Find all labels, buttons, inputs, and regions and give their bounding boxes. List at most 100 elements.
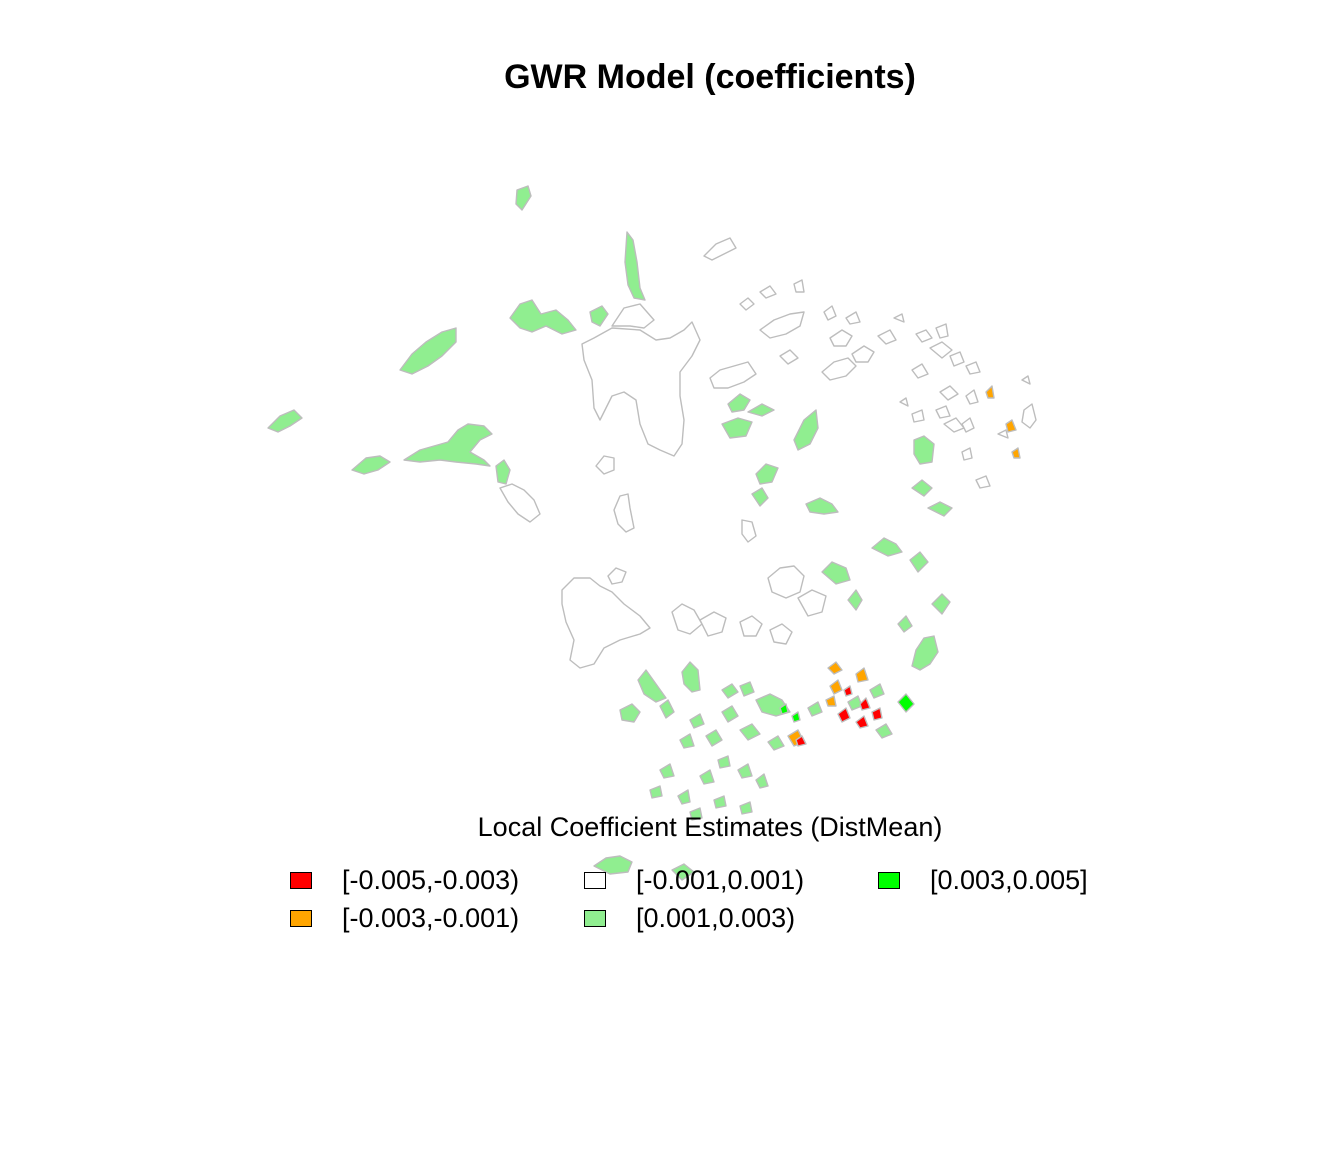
map-region[interactable] — [721, 417, 753, 439]
map-region[interactable] — [561, 577, 651, 669]
map-region[interactable] — [931, 593, 951, 615]
map-region[interactable] — [637, 669, 667, 703]
map-region[interactable] — [739, 801, 753, 815]
map-region[interactable] — [705, 729, 723, 747]
map-region[interactable] — [897, 693, 915, 713]
map-region[interactable] — [671, 603, 703, 635]
map-region[interactable] — [875, 723, 893, 739]
map-region[interactable] — [805, 497, 839, 515]
map-region[interactable] — [961, 447, 973, 461]
map-region[interactable] — [949, 351, 965, 367]
map-region[interactable] — [793, 409, 819, 451]
map-region[interactable] — [681, 661, 701, 693]
map-region[interactable] — [403, 423, 493, 467]
map-region[interactable] — [843, 685, 853, 697]
map-region[interactable] — [699, 769, 715, 785]
map-region[interactable] — [1005, 419, 1017, 433]
map-region[interactable] — [703, 237, 737, 261]
map-region[interactable] — [793, 279, 805, 293]
map-region[interactable] — [855, 667, 869, 683]
map-region[interactable] — [659, 763, 675, 779]
map-region[interactable] — [913, 435, 935, 465]
map-region[interactable] — [797, 589, 827, 617]
map-region[interactable] — [495, 459, 511, 485]
map-region[interactable] — [1021, 403, 1037, 429]
map-region[interactable] — [624, 231, 646, 301]
map-region[interactable] — [845, 311, 861, 325]
map-region[interactable] — [751, 487, 769, 507]
map-region[interactable] — [767, 735, 785, 751]
map-region[interactable] — [607, 567, 627, 585]
map-region[interactable] — [899, 397, 909, 407]
map-region[interactable] — [927, 501, 953, 517]
map-region[interactable] — [351, 455, 391, 475]
map-region[interactable] — [595, 455, 615, 475]
map-region[interactable] — [739, 297, 755, 311]
map-region[interactable] — [829, 679, 843, 695]
map-region[interactable] — [911, 635, 939, 671]
map-region[interactable] — [935, 323, 949, 339]
map-region[interactable] — [779, 703, 789, 715]
map-region[interactable] — [659, 699, 675, 719]
map-region[interactable] — [847, 589, 863, 611]
map-region[interactable] — [769, 623, 793, 645]
map-region[interactable] — [589, 305, 609, 327]
map-region[interactable] — [741, 519, 757, 543]
map-region[interactable] — [689, 807, 703, 821]
map-region[interactable] — [709, 361, 757, 389]
map-region[interactable] — [689, 713, 705, 729]
map-region[interactable] — [827, 661, 843, 675]
map-region[interactable] — [877, 329, 897, 345]
map-region[interactable] — [759, 311, 805, 339]
map-region[interactable] — [915, 329, 933, 343]
map-region[interactable] — [699, 611, 727, 637]
map-region[interactable] — [847, 695, 863, 711]
map-region[interactable] — [823, 305, 837, 321]
map-region[interactable] — [911, 479, 933, 497]
map-region[interactable] — [939, 385, 959, 401]
map-region[interactable] — [759, 285, 777, 299]
map-region[interactable] — [851, 345, 875, 363]
map-region[interactable] — [985, 385, 995, 399]
map-region[interactable] — [855, 715, 869, 729]
map-region[interactable] — [911, 363, 929, 379]
map-region[interactable] — [965, 389, 979, 405]
map-region[interactable] — [515, 185, 532, 211]
map-region[interactable] — [677, 789, 691, 805]
map-region[interactable] — [267, 409, 303, 433]
map-region[interactable] — [509, 299, 577, 335]
map-region[interactable] — [911, 409, 925, 423]
map-region[interactable] — [737, 763, 753, 779]
map-region[interactable] — [821, 561, 851, 585]
map-region[interactable] — [779, 349, 799, 365]
map-region[interactable] — [727, 393, 751, 413]
map-region[interactable] — [961, 417, 975, 433]
map-region[interactable] — [829, 329, 853, 347]
map-region[interactable] — [929, 341, 953, 359]
map-region[interactable] — [821, 357, 857, 381]
map-region[interactable] — [739, 681, 755, 697]
map-region[interactable] — [649, 785, 663, 799]
map-region[interactable] — [399, 327, 457, 375]
map-region[interactable] — [747, 403, 775, 417]
map-region[interactable] — [619, 703, 641, 723]
map-region[interactable] — [807, 701, 823, 717]
map-region[interactable] — [679, 733, 695, 749]
map-region[interactable] — [499, 483, 541, 523]
map-region[interactable] — [611, 303, 655, 329]
map-region[interactable] — [739, 723, 761, 741]
map-region[interactable] — [767, 565, 805, 599]
map-region[interactable] — [869, 683, 885, 699]
map-region[interactable] — [1011, 447, 1021, 459]
map-region[interactable] — [893, 313, 905, 323]
map-region[interactable] — [721, 683, 739, 699]
map-region[interactable] — [871, 537, 903, 557]
map-region[interactable] — [671, 863, 695, 881]
map-region[interactable] — [837, 707, 851, 723]
map-region[interactable] — [871, 707, 883, 721]
map-region[interactable] — [965, 361, 981, 375]
map-region[interactable] — [997, 429, 1009, 439]
map-region[interactable] — [795, 735, 807, 747]
map-region[interactable] — [825, 695, 837, 707]
map-region[interactable] — [613, 493, 635, 533]
